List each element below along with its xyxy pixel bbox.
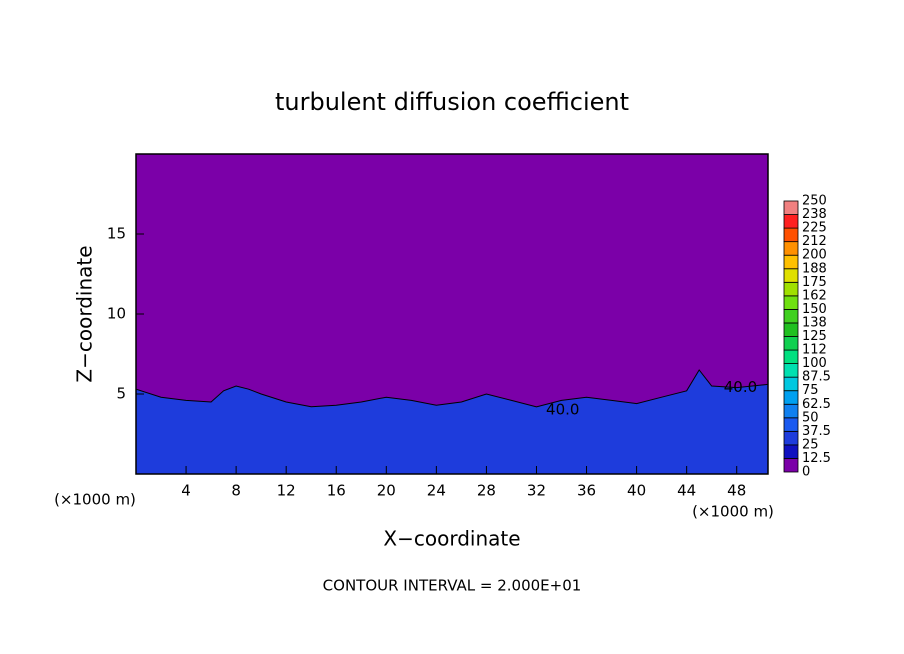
- colorbar-label: 12.5: [802, 451, 831, 466]
- colorbar-cell: [783, 322, 799, 337]
- colorbar-cell: [783, 390, 799, 405]
- colorbar-label: 175: [802, 275, 827, 290]
- turbulent-layer: [135, 369, 769, 475]
- colorbar-label: 212: [802, 234, 827, 249]
- colorbar-cell: [783, 349, 799, 364]
- colorbar-label: 150: [802, 302, 827, 317]
- colorbar-cell: [783, 308, 799, 324]
- colorbar-cell: [783, 363, 799, 378]
- colorbar-label: 200: [802, 248, 827, 263]
- x-unit-label: (×1000 m): [54, 491, 136, 509]
- y-axis-label: Z−coordinate: [73, 245, 97, 382]
- colorbar-cell: [783, 295, 799, 310]
- footer-note: CONTOUR INTERVAL = 2.000E+01: [323, 577, 582, 595]
- colorbar-cell: [783, 254, 799, 270]
- colorbar-cell: [783, 458, 799, 473]
- colorbar-cell: [783, 214, 799, 229]
- colorbar-label: 62.5: [802, 397, 831, 412]
- colorbar-cell: [783, 403, 799, 419]
- x-tick-label: 36: [577, 482, 596, 500]
- colorbar-cell: [783, 336, 799, 351]
- colorbar-cell: [783, 241, 799, 256]
- colorbar-cell: [783, 376, 799, 392]
- x-tick-label: 28: [477, 482, 496, 500]
- x-tick-label: 32: [527, 482, 546, 500]
- x-tick-label: 44: [677, 482, 696, 500]
- contour-label: 40.0: [546, 401, 579, 419]
- y-tick-label: 10: [107, 305, 126, 323]
- x-tick-label: 24: [427, 482, 446, 500]
- y-tick-label: 15: [107, 225, 126, 243]
- colorbar-cell: [783, 200, 799, 215]
- colorbar-label: 50: [802, 410, 819, 425]
- colorbar-label: 87.5: [802, 370, 831, 385]
- colorbar-label: 125: [802, 329, 827, 344]
- colorbar-cell: [783, 417, 799, 432]
- colorbar-label: 0: [802, 465, 810, 480]
- x-unit-label: (×1000 m): [692, 503, 774, 521]
- colorbar-label: 37.5: [802, 424, 831, 439]
- colorbar-label: 238: [802, 207, 827, 222]
- x-tick-label: 12: [277, 482, 296, 500]
- colorbar-label: 138: [802, 315, 827, 330]
- y-tick-label: 5: [116, 385, 126, 403]
- colorbar-label: 225: [802, 221, 827, 236]
- colorbar-label: 188: [802, 261, 827, 276]
- colorbar-cell: [783, 268, 799, 283]
- colorbar-label: 75: [802, 383, 819, 398]
- x-tick-label: 8: [231, 482, 241, 500]
- x-tick-label: 48: [727, 482, 746, 500]
- colorbar-cell: [783, 444, 799, 459]
- colorbar-label: 100: [802, 356, 827, 371]
- x-axis-label: X−coordinate: [383, 527, 520, 551]
- contour-label: 40.0: [724, 378, 757, 396]
- chart-title: turbulent diffusion coefficient: [275, 88, 629, 116]
- x-tick-label: 40: [627, 482, 646, 500]
- colorbar-cell: [783, 430, 799, 446]
- colorbar-label: 25: [802, 437, 819, 452]
- colorbar-label: 162: [802, 288, 827, 303]
- x-tick-label: 4: [181, 482, 191, 500]
- colorbar-label: 250: [802, 194, 827, 209]
- colorbar-cell: [783, 227, 799, 243]
- x-tick-label: 20: [377, 482, 396, 500]
- colorbar-cell: [783, 281, 799, 297]
- x-tick-label: 16: [327, 482, 346, 500]
- colorbar-label: 112: [802, 343, 827, 358]
